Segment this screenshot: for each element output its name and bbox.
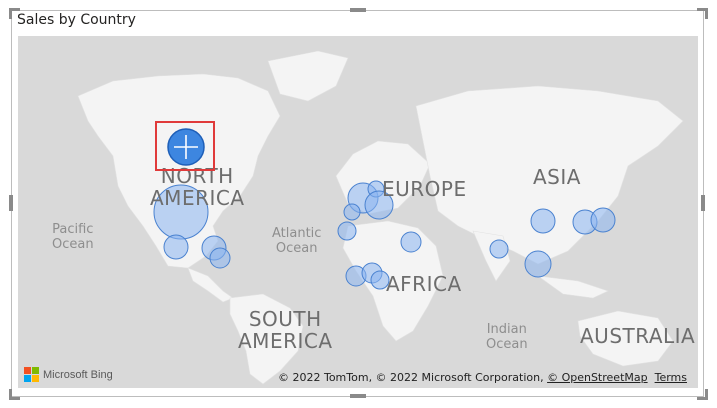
country-bubble[interactable] bbox=[489, 239, 509, 259]
ocean-label-indian: Indian Ocean bbox=[486, 322, 528, 352]
openstreetmap-link[interactable]: © OpenStreetMap bbox=[547, 371, 648, 384]
resize-corner-bottom-right[interactable] bbox=[697, 389, 708, 400]
country-bubble[interactable] bbox=[364, 190, 394, 220]
country-bubble[interactable] bbox=[209, 247, 231, 269]
microsoft-logo-icon bbox=[24, 367, 39, 382]
country-bubble[interactable] bbox=[590, 207, 616, 233]
land-north-america bbox=[77, 73, 281, 269]
land-central-america bbox=[187, 267, 234, 303]
resize-handle-left[interactable] bbox=[9, 195, 13, 211]
selected-bubble-highlight bbox=[155, 121, 215, 171]
resize-corner-bottom-left[interactable] bbox=[9, 389, 20, 400]
resize-corner-top-left[interactable] bbox=[9, 8, 20, 19]
continent-label-australia: Australia bbox=[580, 324, 696, 348]
continent-label-south-america: South America bbox=[238, 307, 333, 353]
land-australia bbox=[577, 310, 674, 367]
world-map[interactable] bbox=[18, 36, 698, 388]
continent-label-asia: Asia bbox=[533, 165, 581, 189]
country-bubble[interactable] bbox=[343, 203, 361, 221]
resize-corner-top-right[interactable] bbox=[697, 8, 708, 19]
land-masses bbox=[77, 50, 684, 385]
ocean-label-atlantic: Atlantic Ocean bbox=[272, 226, 322, 256]
country-bubbles bbox=[153, 180, 616, 290]
continent-label-north-america: North America bbox=[150, 164, 245, 210]
map-attribution: © 2022 TomTom, © 2022 Microsoft Corporat… bbox=[278, 371, 687, 384]
country-bubble[interactable] bbox=[400, 231, 422, 253]
ocean-label-pacific: Pacific Ocean bbox=[52, 222, 94, 252]
bing-logo: Microsoft Bing bbox=[24, 367, 113, 382]
land-south-america bbox=[229, 293, 304, 385]
country-bubble[interactable] bbox=[530, 208, 556, 234]
land-greenland bbox=[267, 50, 349, 102]
continent-label-africa: Africa bbox=[386, 272, 462, 296]
land-indonesia bbox=[537, 275, 609, 299]
bing-logo-label: Microsoft Bing bbox=[43, 368, 113, 381]
country-bubble[interactable] bbox=[337, 221, 357, 241]
attribution-text: © 2022 TomTom, © 2022 Microsoft Corporat… bbox=[277, 371, 548, 384]
crosshair-icon bbox=[174, 135, 198, 159]
resize-handle-bottom[interactable] bbox=[350, 394, 366, 398]
country-bubble[interactable] bbox=[163, 234, 189, 260]
selected-country-bubble[interactable] bbox=[166, 127, 206, 167]
visual-title: Sales by Country bbox=[17, 12, 136, 28]
continent-label-europe: Europe bbox=[382, 177, 467, 201]
resize-handle-top[interactable] bbox=[350, 8, 366, 12]
country-bubble[interactable] bbox=[370, 270, 390, 290]
terms-link[interactable]: Terms bbox=[654, 371, 687, 384]
resize-handle-right[interactable] bbox=[701, 195, 705, 211]
country-bubble[interactable] bbox=[524, 250, 552, 278]
